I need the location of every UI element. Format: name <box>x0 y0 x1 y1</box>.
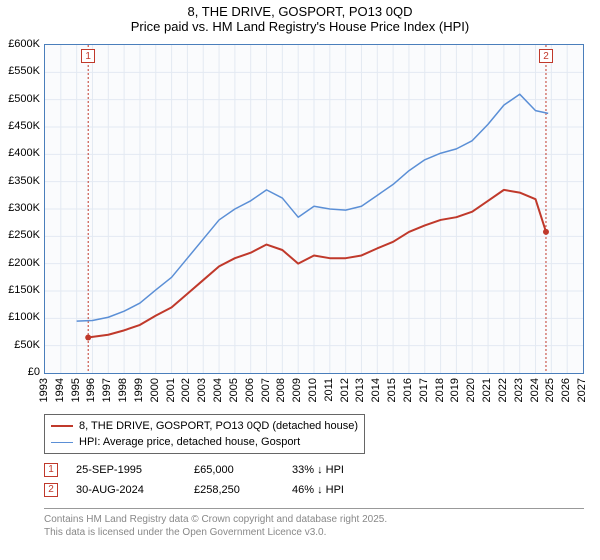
ytick-label: £200K <box>0 257 40 269</box>
xtick-label: 2004 <box>212 378 224 402</box>
xtick-label: 2006 <box>244 378 256 402</box>
datapoint-row-1: 1 25-SEP-1995 £65,000 33% ↓ HPI <box>44 460 584 480</box>
ytick-label: £550K <box>0 65 40 77</box>
xtick-label: 2003 <box>196 378 208 402</box>
legend-item-red: 8, THE DRIVE, GOSPORT, PO13 0QD (detache… <box>51 418 358 434</box>
xtick-label: 1995 <box>70 378 82 402</box>
xtick-label: 2005 <box>228 378 240 402</box>
datapoint-price-2: £258,250 <box>194 484 274 496</box>
xtick-label: 1993 <box>38 378 50 402</box>
ytick-label: £600K <box>0 38 40 50</box>
datapoint-date-2: 30-AUG-2024 <box>76 484 176 496</box>
footer-line1: Contains HM Land Registry data © Crown c… <box>44 513 584 526</box>
xtick-label: 2023 <box>513 378 525 402</box>
ytick-label: £500K <box>0 93 40 105</box>
title-line1: 8, THE DRIVE, GOSPORT, PO13 0QD <box>0 4 600 19</box>
xtick-label: 2022 <box>497 378 509 402</box>
datapoints-table: 1 25-SEP-1995 £65,000 33% ↓ HPI 2 30-AUG… <box>44 460 584 500</box>
ytick-label: £50K <box>0 339 40 351</box>
legend-item-blue: HPI: Average price, detached house, Gosp… <box>51 434 358 450</box>
footer-line2: This data is licensed under the Open Gov… <box>44 526 584 539</box>
xtick-label: 2020 <box>465 378 477 402</box>
chart-svg <box>45 45 583 373</box>
datapoint-date-1: 25-SEP-1995 <box>76 464 176 476</box>
datapoint-marker-2: 2 <box>44 483 58 497</box>
ytick-label: £450K <box>0 120 40 132</box>
chart-marker-box: 2 <box>539 49 553 63</box>
xtick-label: 2021 <box>481 378 493 402</box>
xtick-label: 2019 <box>449 378 461 402</box>
xtick-label: 2024 <box>529 378 541 402</box>
xtick-label: 1999 <box>133 378 145 402</box>
title-block: 8, THE DRIVE, GOSPORT, PO13 0QD Price pa… <box>0 0 600 34</box>
datapoint-diff-1: 33% ↓ HPI <box>292 464 392 476</box>
datapoint-diff-2: 46% ↓ HPI <box>292 484 392 496</box>
legend-label-blue: HPI: Average price, detached house, Gosp… <box>79 436 300 448</box>
ytick-label: £0 <box>0 366 40 378</box>
xtick-label: 1998 <box>117 378 129 402</box>
ytick-label: £250K <box>0 229 40 241</box>
xtick-label: 1997 <box>101 378 113 402</box>
xtick-label: 2025 <box>544 378 556 402</box>
xtick-label: 2008 <box>275 378 287 402</box>
title-line2: Price paid vs. HM Land Registry's House … <box>0 19 600 34</box>
xtick-label: 2014 <box>370 378 382 402</box>
legend-swatch-red <box>51 425 73 427</box>
xtick-label: 2009 <box>291 378 303 402</box>
xtick-label: 2011 <box>323 378 335 402</box>
xtick-label: 2001 <box>165 378 177 402</box>
plot-area: 12 <box>44 44 584 374</box>
xtick-label: 2010 <box>307 378 319 402</box>
xtick-label: 2027 <box>576 378 588 402</box>
xtick-label: 2018 <box>434 378 446 402</box>
xtick-label: 2013 <box>354 378 366 402</box>
xtick-label: 1994 <box>54 378 66 402</box>
xtick-label: 2017 <box>418 378 430 402</box>
datapoint-row-2: 2 30-AUG-2024 £258,250 46% ↓ HPI <box>44 480 584 500</box>
legend: 8, THE DRIVE, GOSPORT, PO13 0QD (detache… <box>44 414 365 454</box>
xtick-label: 1996 <box>85 378 97 402</box>
xtick-label: 2000 <box>149 378 161 402</box>
datapoint-marker-1: 1 <box>44 463 58 477</box>
xtick-label: 2002 <box>180 378 192 402</box>
chart-marker-box: 1 <box>81 49 95 63</box>
xtick-label: 2012 <box>339 378 351 402</box>
legend-label-red: 8, THE DRIVE, GOSPORT, PO13 0QD (detache… <box>79 420 358 432</box>
footer: Contains HM Land Registry data © Crown c… <box>44 508 584 539</box>
chart-container: 8, THE DRIVE, GOSPORT, PO13 0QD Price pa… <box>0 0 600 560</box>
datapoint-price-1: £65,000 <box>194 464 274 476</box>
xtick-label: 2026 <box>560 378 572 402</box>
ytick-label: £300K <box>0 202 40 214</box>
xtick-label: 2007 <box>260 378 272 402</box>
ytick-label: £400K <box>0 147 40 159</box>
xtick-label: 2016 <box>402 378 414 402</box>
ytick-label: £150K <box>0 284 40 296</box>
ytick-label: £100K <box>0 311 40 323</box>
legend-swatch-blue <box>51 442 73 443</box>
xtick-label: 2015 <box>386 378 398 402</box>
ytick-label: £350K <box>0 175 40 187</box>
